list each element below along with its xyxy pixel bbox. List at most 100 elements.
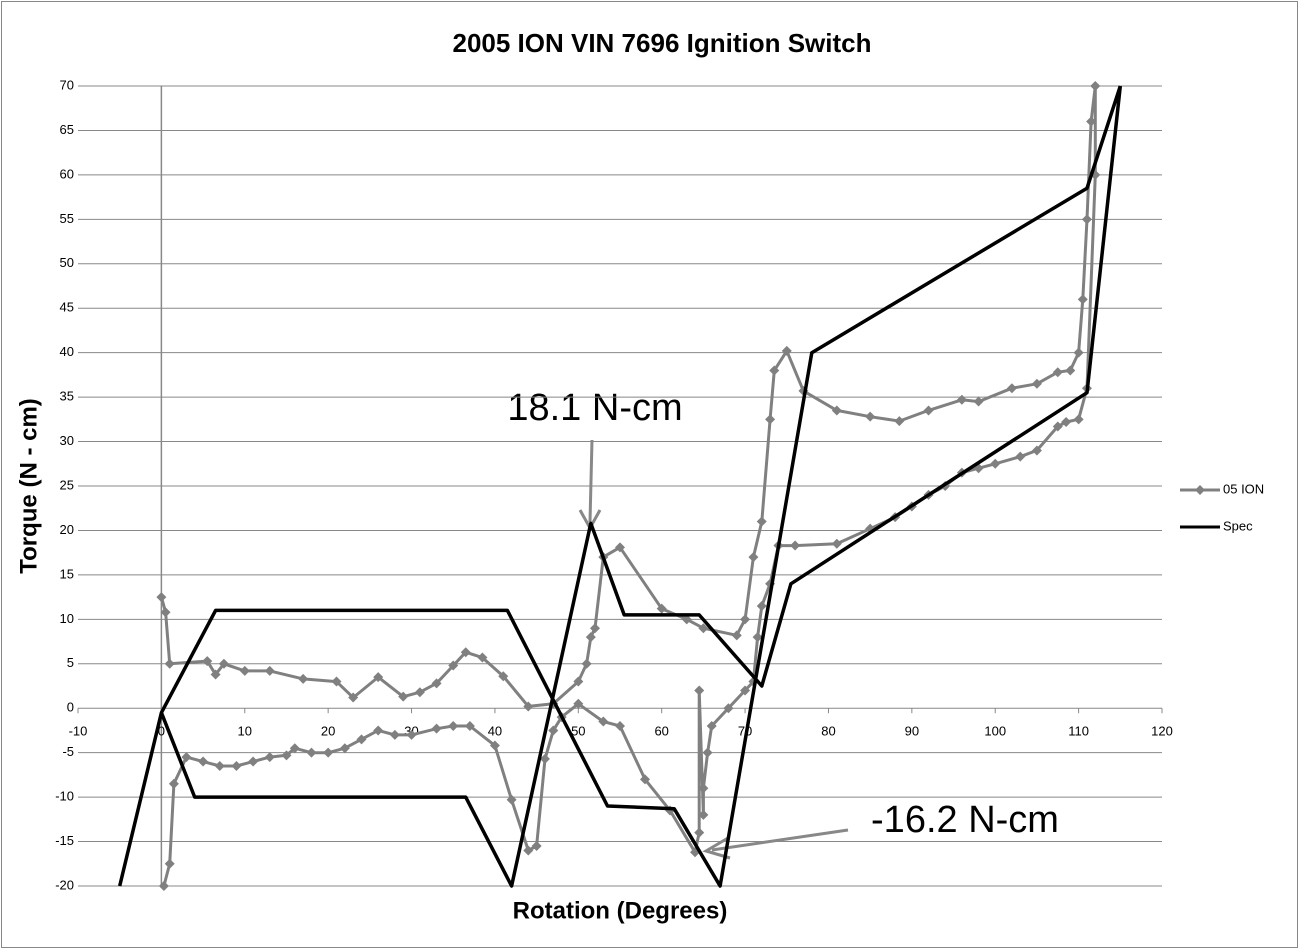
data-point [1081,214,1092,225]
y-tick-label: 20 [60,522,74,537]
data-point [1061,417,1072,427]
data-point [214,761,225,771]
y-tick-label: -5 [62,744,74,759]
data-point [281,750,292,761]
data-point [598,716,609,727]
data-point [460,647,471,658]
data-point [464,721,475,731]
data-point [831,405,842,416]
data-point [356,734,367,745]
data-point [740,614,751,625]
data-point [831,538,842,549]
y-tick-label: 25 [60,477,74,492]
chart-title: 2005 ION VIN 7696 Ignition Switch [452,28,871,58]
legend-label: Spec [1223,518,1253,533]
y-tick-label: 70 [60,77,74,92]
data-point [681,614,692,625]
y-tick-label: 35 [60,389,74,404]
data-point [956,394,967,405]
y-tick-label: 15 [60,566,74,581]
x-tick-label: 60 [654,724,668,739]
series-line [117,85,1123,888]
y-tick-label: 30 [60,433,74,448]
y-tick-label: 10 [60,611,74,626]
data-point [398,691,409,702]
data-point [615,542,625,553]
data-point [1052,367,1063,378]
data-point [1015,451,1026,462]
data-point [990,458,1001,469]
y-tick-label: 55 [60,211,74,226]
data-point [531,841,542,851]
data-point [231,761,242,771]
y-tick-label: 45 [60,300,74,315]
x-tick-label: 20 [321,724,335,739]
y-tick-label: 65 [60,122,74,137]
data-point [656,603,667,614]
data-point [1073,347,1084,358]
y-tick-label: 50 [60,255,74,270]
data-point [694,685,705,696]
data-point [210,669,221,680]
y-tick-label: -15 [55,833,74,848]
data-point [181,752,192,763]
data-point [865,411,876,422]
data-point [765,414,776,425]
data-point [1077,294,1088,305]
data-point [1086,116,1097,127]
data-point [748,552,759,563]
x-tick-label: 90 [905,724,919,739]
x-tick-label: 120 [1151,724,1173,739]
data-point [498,671,509,682]
data-point [156,592,167,603]
data-point [973,396,984,407]
legend-marker [1195,485,1205,495]
data-point [752,632,763,643]
x-tick-label: -10 [69,724,88,739]
data-point [202,656,213,667]
data-point [414,687,425,698]
data-point [698,809,709,820]
data-point [431,723,442,734]
data-point [640,774,651,785]
data-point [168,778,179,789]
annotation: 18.1 N-cm [507,387,682,429]
data-point [198,756,209,767]
data-point [781,345,792,356]
x-axis-title: Rotation (Degrees) [513,897,728,924]
y-tick-label: 5 [67,655,74,670]
data-point [706,721,717,731]
data-point [585,632,596,643]
data-point [573,698,584,709]
data-point [573,676,584,687]
data-point [731,630,742,641]
data-point [756,601,767,611]
data-point [1090,81,1101,91]
data-point [477,652,488,663]
data-point [740,685,751,696]
data-point [1052,421,1063,432]
data-point [373,672,384,683]
y-tick-label: -20 [55,877,74,892]
x-tick-label: 80 [821,724,835,739]
data-point [264,665,275,676]
y-tick-label: 0 [67,700,74,715]
data-point [248,756,259,767]
data-point [218,658,229,669]
data-point [790,540,801,551]
data-point [406,729,417,740]
x-tick-label: 10 [238,724,252,739]
data-point [339,743,350,754]
annotation-arrows [578,439,849,860]
y-axis-title: Torque (N - cm) [15,398,42,574]
data-point [373,725,384,736]
x-tick-label: 50 [571,724,585,739]
data-point [506,794,517,805]
data-point [264,752,275,763]
legend-label: 05 ION [1223,481,1264,496]
data-point [306,747,317,758]
data-point [698,783,709,794]
data-point [160,607,171,618]
data-point [158,881,169,891]
x-tick-label: 0 [158,724,165,739]
